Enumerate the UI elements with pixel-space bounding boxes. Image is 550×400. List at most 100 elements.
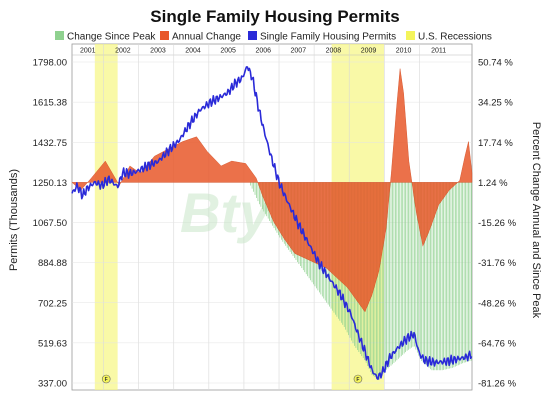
peak-change-bar (468, 182, 469, 362)
right-tick-label: 17.74 % (478, 138, 513, 149)
peak-change-bar (409, 182, 411, 349)
left-tick-label: 884.88 (38, 258, 67, 269)
peak-change-bar (463, 182, 465, 363)
peak-change-bar (402, 182, 404, 355)
peak-change-bar (459, 182, 461, 365)
peak-change-bar (389, 182, 390, 367)
recession-marker-label: F (105, 377, 108, 383)
left-tick-label: 519.63 (38, 338, 67, 349)
left-tick-label: 1067.50 (33, 218, 67, 229)
peak-change-bar (447, 182, 449, 369)
right-tick-label: -64.76 % (478, 338, 517, 349)
peak-change-bar (403, 182, 405, 354)
legend-swatch-change-since-peak (55, 31, 64, 40)
peak-change-bar (449, 182, 450, 369)
peak-change-bar (399, 182, 401, 358)
peak-change-bar (454, 182, 456, 367)
peak-change-bar (253, 182, 254, 192)
peak-change-bar (412, 182, 414, 347)
peak-change-bar (441, 182, 443, 371)
peak-change-bar (393, 182, 395, 363)
peak-change-bar (471, 182, 472, 361)
year-label-2003: 2003 (150, 48, 166, 55)
series-annual-change (71, 68, 473, 313)
peak-change-bar (387, 182, 389, 369)
peak-change-bar (408, 182, 409, 350)
peak-change-bar (466, 182, 468, 362)
peak-change-bar (425, 182, 427, 366)
left-axis-ticks: 1798.00 1615.38 1432.75 1250.13 1067.50 884.8… (33, 58, 67, 390)
peak-change-bar (462, 182, 463, 364)
peak-change-bar (431, 182, 433, 371)
year-label-2005: 2005 (220, 48, 236, 55)
right-tick-label: -31.76 % (478, 258, 517, 269)
peak-change-bar (434, 182, 436, 371)
series-single-family-permits (71, 66, 473, 381)
left-tick-label: 702.25 (38, 298, 67, 309)
left-tick-label: 337.00 (38, 379, 67, 390)
year-label-2008: 2008 (326, 48, 342, 55)
peak-change-bar (390, 182, 392, 366)
peak-change-bar (456, 182, 458, 366)
year-label-2010: 2010 (396, 48, 412, 55)
peak-change-bar (438, 182, 440, 371)
peak-change-bar (384, 182, 386, 372)
peak-change-bar (457, 182, 459, 366)
recession-band-1 (94, 44, 118, 390)
right-tick-label: -48.26 % (478, 298, 517, 309)
peak-change-bar (433, 182, 434, 371)
peak-change-bar (262, 182, 263, 210)
peak-change-bar (450, 182, 452, 369)
peak-change-bar (378, 182, 380, 380)
peak-change-bar (377, 182, 379, 380)
right-tick-label: -81.26 % (478, 379, 517, 390)
legend-label-us-recessions: U.S. Recessions (418, 32, 492, 43)
recession-marker-label: F (356, 377, 359, 383)
peak-change-bar (395, 182, 396, 362)
peak-change-bar (380, 182, 382, 378)
legend-swatch-single-family-permits (248, 31, 257, 40)
peak-change-bar (421, 182, 423, 362)
year-label-2004: 2004 (185, 48, 201, 55)
peak-change-bar (381, 182, 383, 376)
legend-swatch-us-recessions (406, 31, 415, 40)
left-axis-title: Permits (Thousands) (8, 169, 20, 271)
peak-change-bar (400, 182, 402, 357)
peak-change-bar (430, 182, 431, 370)
peak-change-bar (440, 182, 442, 371)
peak-change-bar (437, 182, 439, 371)
peak-change-bar (443, 182, 444, 370)
peak-change-bar (453, 182, 455, 368)
peak-change-bar (427, 182, 428, 367)
peak-change-bar (257, 182, 259, 202)
year-label-2006: 2006 (255, 48, 271, 55)
peak-change-bar (465, 182, 466, 363)
peak-change-bar (256, 182, 257, 198)
peak-change-bar (386, 182, 387, 370)
watermark-logo: Bty (180, 181, 273, 244)
peak-change-bar (411, 182, 412, 348)
left-tick-label: 1432.75 (33, 138, 67, 149)
peak-change-bar (418, 182, 420, 356)
recession-marker-2[interactable] (353, 374, 363, 384)
recession-marker-1[interactable] (101, 374, 111, 384)
peak-change-bar (392, 182, 393, 365)
peak-change-bar (452, 182, 453, 368)
peak-change-bar (251, 182, 253, 189)
right-tick-label: 1.24 % (478, 178, 508, 189)
chart-title: Single Family Housing Permits (150, 7, 399, 26)
right-tick-label: 50.74 % (478, 58, 513, 69)
left-tick-label: 1250.13 (33, 178, 67, 189)
peak-change-bar (460, 182, 462, 364)
peak-change-bar (383, 182, 385, 374)
peak-change-bar (414, 182, 415, 347)
year-labels: 2001 2002 2003 2004 2005 2006 2007 2008 2009 2010… (80, 48, 446, 55)
peak-change-bar (259, 182, 260, 205)
peak-change-bar (416, 182, 418, 353)
peak-change-bar (405, 182, 406, 353)
legend: Change Since Peak Annual Change Single F… (55, 31, 492, 43)
peak-change-bar (428, 182, 430, 368)
legend-swatch-annual-change (160, 31, 169, 40)
peak-change-bar (424, 182, 425, 364)
